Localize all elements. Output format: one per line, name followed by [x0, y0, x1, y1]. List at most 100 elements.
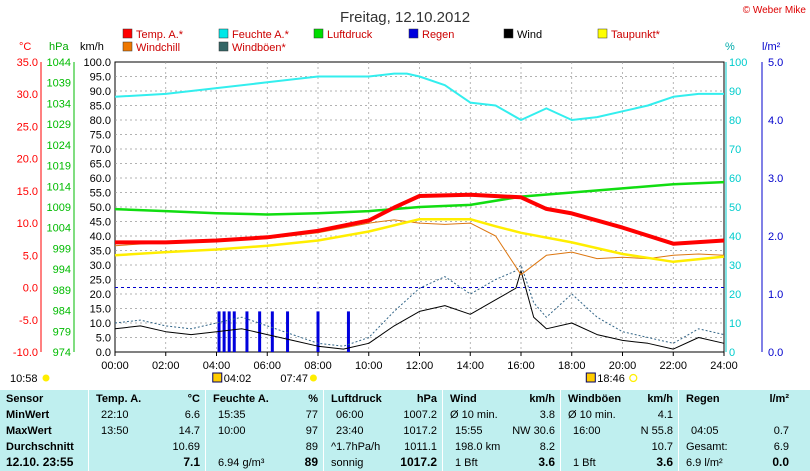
sun-icon	[629, 373, 638, 383]
y-tick-label: 15.0	[17, 186, 38, 198]
gusts-max-value: N 55.8	[640, 425, 673, 437]
pressure-avg-value: 1011.1	[404, 441, 437, 453]
y-tick-label: 100.0	[83, 57, 111, 69]
stats-col-temp: Temp. A. °C 22:10 6.6 13:50 14.7 10.69 7…	[88, 390, 206, 471]
y-tick-label: 25.0	[90, 275, 111, 287]
chart-title: Freitag, 12.10.2012	[340, 9, 470, 26]
y-tick-label: 0	[729, 347, 735, 359]
y-tick-label: 3.0	[768, 173, 783, 185]
y-tick-label: 4.0	[768, 115, 783, 127]
temp-header: Temp. A.	[96, 393, 142, 405]
y-tick-label: 80.0	[90, 115, 111, 127]
y-tick-label: 50.0	[90, 202, 111, 214]
gusts-unit: km/h	[647, 393, 673, 405]
y-tick-label: 1.0	[768, 289, 783, 301]
y-tick-label: 30.0	[17, 89, 38, 101]
rain-bar	[258, 311, 262, 352]
sun-icon	[42, 374, 50, 382]
legend-swatch	[218, 41, 229, 52]
legend-label: Temp. A.*	[136, 29, 184, 41]
y-tick-label: 35.0	[90, 246, 111, 258]
rain-bar	[232, 311, 236, 352]
y-tick-label: 0.0	[23, 283, 38, 295]
x-tick-label: 18:00	[558, 360, 586, 372]
y-tick-label: 10.0	[90, 318, 111, 330]
chart-legend: Temp. A.* Feuchte A.* Luftdruck Regen Wind Ta…	[122, 28, 661, 54]
pressure-unit: hPa	[416, 393, 437, 405]
legend-swatch	[597, 28, 608, 39]
y-tick-label: 80	[729, 115, 741, 127]
wind-header: Wind	[450, 393, 477, 405]
x-tick-label: 16:00	[507, 360, 535, 372]
y-tick-label: 70	[729, 144, 741, 156]
series-line-luftdruck	[114, 180, 725, 216]
rain-bar	[286, 311, 290, 352]
sunrise-time: 04:02	[224, 373, 252, 385]
y-tick-label: 999	[53, 243, 71, 255]
x-tick-label: 12:00	[406, 360, 434, 372]
humidity-header: Feuchte A.	[213, 393, 269, 405]
y-tick-label: 989	[53, 285, 71, 297]
rain-bar	[245, 311, 249, 352]
x-axis: 00:00 02:00 04:00 06:00 08:00 10:00 12:00 14:00…	[101, 352, 738, 372]
sensor-row-max: MaxWert	[6, 425, 52, 437]
stats-col-rain: Regen l/m² 04:05 0.7 Gesamt: 6.9 6.9 l/m…	[678, 390, 795, 471]
pressure-min-time: 06:00	[336, 409, 364, 421]
pressure-max-value: 1017.2	[403, 425, 437, 437]
axis-unit-label: l/m²	[762, 41, 781, 53]
wind-day-avg: 8.2	[539, 441, 555, 453]
y-tick-label: 65.0	[90, 159, 111, 171]
gusts-bft: 1 Bft	[573, 457, 596, 469]
stats-col-gusts: Windböen km/h Ø 10 min. 4.1 16:00 N 55.8…	[560, 390, 679, 471]
y-tick-label: 2.0	[768, 231, 783, 243]
humidity-absolute: 6.94 g/m³	[218, 457, 265, 469]
sensor-row-min: MinWert	[6, 409, 50, 421]
wind-avg-label: Ø 10 min.	[450, 409, 498, 421]
y-tick-label: 15.0	[90, 304, 111, 316]
y-tick-label: 5.0	[96, 333, 111, 345]
humidity-min-value: 77	[305, 409, 318, 421]
gusts-max-time: 16:00	[573, 425, 601, 437]
y-tick-label: 984	[53, 306, 71, 318]
y-tick-label: 40.0	[90, 231, 111, 243]
wind-max-time: 15:55	[455, 425, 483, 437]
y-tick-label: 1014	[47, 181, 71, 193]
legend-swatch	[218, 28, 229, 39]
rain-max-time: 04:05	[691, 425, 719, 437]
gusts-day-avg: 10.7	[651, 441, 673, 453]
y-tick-label: 20.0	[17, 154, 38, 166]
humidity-max-value: 97	[305, 425, 318, 437]
sunset-icon	[585, 372, 596, 383]
sunrise-time-2: 07:47	[280, 373, 308, 385]
y-tick-label: -5.0	[19, 315, 38, 327]
x-tick-label: 02:00	[152, 360, 180, 372]
temp-avg-value: 10.69	[172, 441, 200, 453]
axis-unit-label: °C	[19, 41, 31, 53]
humidity-unit: %	[308, 393, 318, 405]
series-line-windb-en	[114, 264, 725, 347]
y-tick-label: 10.0	[17, 218, 38, 230]
legend-label: Windchill	[136, 42, 180, 54]
axis-unit-label: km/h	[80, 41, 104, 53]
y-tick-label: 40	[729, 231, 741, 243]
sun-info: 10:58 04:02 07:47 18:46	[10, 372, 638, 385]
rain-current-value: 0.0	[772, 455, 789, 469]
legend-label: Wind	[517, 29, 542, 41]
y-tick-label: 50	[729, 202, 741, 214]
x-tick-label: 20:00	[609, 360, 637, 372]
rain-total-value: 6.9	[773, 441, 789, 453]
stats-col-sensor: Sensor MinWert MaxWert Durchschnitt 12.1…	[0, 390, 88, 471]
axis-unit-labels: °C hPa km/h% l/m²	[19, 41, 781, 53]
y-tick-label: 979	[53, 326, 71, 338]
rain-unit: l/m²	[769, 393, 789, 405]
y-tick-label: 0.0	[768, 347, 783, 359]
sensor-row-current: 12.10. 23:55	[6, 455, 74, 469]
y-tick-label: 60.0	[90, 173, 111, 185]
y-tick-label: 90	[729, 86, 741, 98]
wind-avg-value: 3.8	[539, 409, 555, 421]
y-tick-label: 20	[729, 289, 741, 301]
y-tick-label: 1039	[47, 78, 71, 90]
y-tick-label: 1004	[47, 223, 71, 235]
x-tick-label: 06:00	[253, 360, 281, 372]
stats-panel: Sensor MinWert MaxWert Durchschnitt 12.1…	[0, 390, 810, 471]
